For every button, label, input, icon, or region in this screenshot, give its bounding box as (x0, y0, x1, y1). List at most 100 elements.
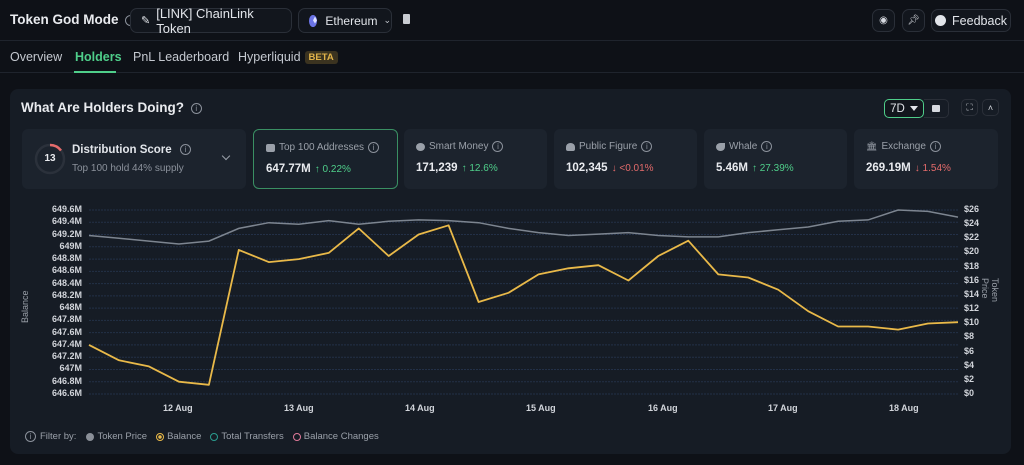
beta-badge: BETA (304, 51, 338, 64)
distribution-subtitle: Top 100 hold 44% supply (72, 163, 184, 174)
tab-bar (0, 41, 1024, 73)
change-up: ↑ 12.6% (461, 163, 498, 174)
legend-label: Token Price (97, 431, 148, 442)
card-value: 647.77M ↑ 0.22% (266, 163, 351, 175)
feedback-button[interactable]: Feedback (931, 9, 1011, 32)
card-label: Public Figure i (566, 141, 653, 152)
score-value: 13 (44, 153, 56, 164)
left-axis-tick: 647.8M (51, 314, 82, 325)
card-label-text: Exchange (881, 141, 926, 152)
change-up: ↑ 0.22% (314, 164, 351, 175)
info-icon[interactable]: i (492, 141, 504, 152)
eye-icon: ◉ (879, 15, 888, 26)
legend-balance[interactable]: Balance (156, 431, 201, 442)
pin-button[interactable]: 📌︎ (902, 9, 925, 32)
fullscreen-button[interactable]: ⛶ (961, 99, 978, 116)
left-axis-tick: 647.6M (51, 326, 82, 337)
card-top-100-addresses[interactable]: Top 100 Addresses i 647.77M ↑ 0.22% (253, 129, 398, 189)
right-axis-tick: $20 (964, 246, 980, 257)
x-axis-tick: 16 Aug (648, 403, 678, 413)
card-value-text: 171,239 (416, 162, 458, 174)
left-axis-tick: 647.2M (51, 351, 82, 362)
x-axis-tick: 18 Aug (889, 403, 919, 413)
x-axis-tick: 13 Aug (284, 403, 314, 413)
pencil-icon: ✎ (141, 15, 151, 27)
x-axis-tick: 14 Aug (405, 403, 435, 413)
card-value-text: 269.19M (866, 162, 911, 174)
left-axis-tick: 647.4M (51, 338, 82, 349)
feedback-label: Feedback (952, 13, 1007, 28)
expand-icon: ⛶ (966, 102, 973, 112)
left-axis-tick: 649.4M (51, 216, 82, 227)
calendar-button[interactable] (924, 99, 949, 118)
legend-label: Total Transfers (221, 431, 284, 442)
left-axis-tick: 649.6M (51, 204, 82, 214)
info-icon[interactable]: i (190, 102, 202, 114)
legend-balance-changes[interactable]: Balance Changes (292, 431, 379, 442)
tab-holders[interactable]: Holders (75, 50, 122, 64)
token-label: [LINK] ChainLink Token (156, 5, 254, 36)
distribution-score-card[interactable]: 13 Distribution Score i Top 100 hold 44%… (22, 129, 246, 189)
card-value: 269.19M ↓ 1.54% (866, 162, 951, 174)
smart-money-icon (416, 142, 425, 151)
left-axis-tick: 648.8M (51, 253, 82, 264)
card-whale[interactable]: Whale i 5.46M ↑ 27.39% (704, 129, 847, 189)
filter-label: Filter by: (40, 431, 77, 442)
tab-hyperliquid[interactable]: Hyperliquid BETA (238, 50, 338, 64)
card-value: 102,345 ↓ <0.01% (566, 162, 654, 174)
right-axis-tick: $24 (964, 218, 980, 229)
card-exchange[interactable]: 🏛︎ Exchange i 269.19M ↓ 1.54% (854, 129, 998, 189)
wallet-icon (266, 143, 275, 152)
left-axis-tick: 648.6M (51, 265, 82, 276)
x-axis-tick: 15 Aug (526, 403, 556, 413)
info-icon[interactable]: i (761, 141, 773, 152)
info-icon[interactable]: i (929, 141, 941, 152)
left-axis-title: Balance (20, 290, 30, 323)
legend-label: Balance (167, 431, 202, 442)
legend-token-price[interactable]: Token Price (86, 431, 147, 442)
tab-hyperliquid-label: Hyperliquid (238, 50, 301, 64)
card-public-figure[interactable]: Public Figure i 102,345 ↓ <0.01% (554, 129, 697, 189)
token-selector[interactable]: ✎ [LINK] ChainLink Token (130, 5, 292, 36)
chain-selector[interactable]: Ethereum ⌄ (298, 8, 392, 33)
ethereum-icon (309, 14, 318, 27)
card-value-text: 102,345 (566, 162, 608, 174)
left-axis-tick: 649.2M (51, 228, 82, 239)
total-transfers-dot-icon (210, 432, 219, 441)
top-bar (0, 0, 1024, 41)
right-axis-tick: $18 (964, 260, 980, 271)
legend-total-transfers[interactable]: Total Transfers (210, 431, 284, 442)
balance-dot-icon (156, 432, 165, 441)
info-icon[interactable]: i (368, 142, 380, 153)
card-label-text: Whale (729, 141, 758, 152)
token-price-dot-icon (86, 432, 95, 441)
collapse-button[interactable]: ˄ (982, 99, 999, 116)
change-down: ↓ <0.01% (611, 163, 654, 174)
card-smart-money[interactable]: Smart Money i 171,239 ↑ 12.6% (404, 129, 547, 189)
card-label: 🏛︎ Exchange i (866, 141, 941, 152)
right-axis-tick: $14 (964, 288, 980, 299)
tab-pnl-leaderboard[interactable]: PnL Leaderboard (133, 50, 230, 64)
bank-icon: 🏛︎ (866, 141, 878, 151)
chevron-down-icon[interactable] (221, 151, 231, 161)
card-value: 5.46M ↑ 27.39% (716, 162, 794, 174)
copy-icon[interactable] (403, 14, 410, 24)
left-axis-tick: 647M (59, 363, 82, 374)
distribution-title-text: Distribution Score (72, 144, 172, 156)
whale-icon (716, 142, 725, 151)
panel-title-text: What Are Holders Doing? (21, 100, 185, 115)
pin-icon: 📌︎ (907, 15, 920, 26)
watch-button[interactable]: ◉ (872, 9, 895, 32)
info-icon[interactable]: i (641, 141, 653, 152)
tab-overview[interactable]: Overview (10, 50, 63, 64)
chart-legend: i Filter by: Token Price Balance Total T… (25, 431, 384, 442)
panel-title: What Are Holders Doing? i (21, 100, 202, 115)
info-icon[interactable]: i (179, 144, 191, 156)
card-label-text: Top 100 Addresses (279, 142, 365, 153)
chevron-up-icon: ˄ (987, 102, 994, 113)
right-axis-tick: $10 (964, 317, 980, 328)
x-axis-tick: 17 Aug (768, 403, 798, 413)
app-title-text: Token God Mode (10, 12, 119, 27)
range-selector[interactable]: 7D (884, 99, 924, 118)
right-axis-tick: $0 (964, 388, 975, 398)
